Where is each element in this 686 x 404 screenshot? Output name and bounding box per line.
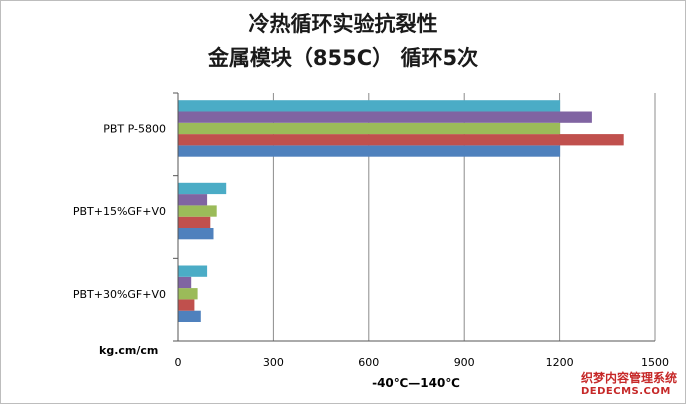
axes xyxy=(173,92,655,342)
bars xyxy=(178,100,624,322)
bar xyxy=(178,182,227,195)
bar xyxy=(178,100,561,112)
watermark-text-cn: 织梦内容管理系统 xyxy=(580,371,677,385)
x-tick-label: 600 xyxy=(358,356,379,369)
bar xyxy=(178,228,214,240)
category-label: PBT+30%GF+V0 xyxy=(73,288,166,301)
x-axis-label: -40℃—140℃ xyxy=(372,376,460,390)
category-label: PBT+15%GF+V0 xyxy=(73,205,166,218)
bar xyxy=(178,310,201,322)
bar xyxy=(178,216,211,228)
x-tick-label: 0 xyxy=(175,356,182,369)
x-tick-label: 300 xyxy=(263,356,284,369)
bar xyxy=(178,134,624,146)
bar xyxy=(178,145,561,157)
bar xyxy=(178,276,192,289)
bar xyxy=(178,265,208,277)
watermark: 织梦内容管理系统 DEDECMS.COM xyxy=(577,368,680,398)
bar xyxy=(178,205,217,217)
x-tick-label: 900 xyxy=(454,356,475,369)
category-label: PBT P-5800 xyxy=(103,122,166,135)
bar xyxy=(178,194,208,206)
chart-title-line1: 冷热循环实验抗裂性 xyxy=(248,12,438,36)
chart-title-line2: 金属模块（855C） 循环5次 xyxy=(207,46,479,70)
x-tick-label: 1200 xyxy=(546,356,574,369)
x-tick-label: 1500 xyxy=(641,356,669,369)
bar xyxy=(178,111,592,123)
bar xyxy=(178,288,198,300)
watermark-text-en: DEDECMS.COM xyxy=(580,386,671,397)
labels: 0 300 600 900 1200 1500 PBT P-5800 PBT+15%GF+V0… xyxy=(73,122,669,390)
bar xyxy=(178,299,195,311)
y-axis-label: kg.cm/cm xyxy=(99,344,158,357)
bar xyxy=(178,122,561,135)
